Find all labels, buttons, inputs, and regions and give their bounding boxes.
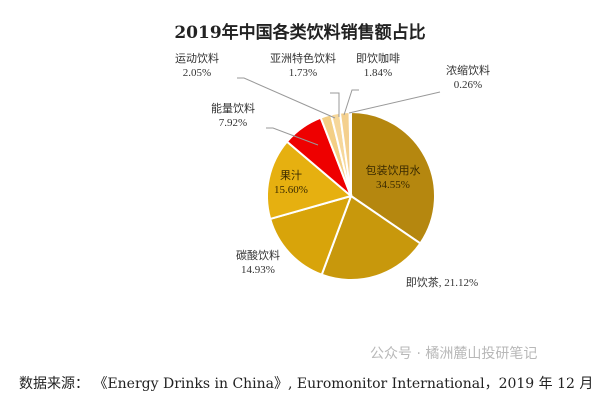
slice-label: 包装饮用水 <box>365 165 421 177</box>
pie-slice-2 <box>268 194 353 277</box>
slice-label: 运动饮料 <box>175 53 219 65</box>
data-label-0: 包装饮用水 34.55% <box>366 164 421 192</box>
slice-value: 21.12% <box>444 277 479 289</box>
slice-label: 即饮咖啡 <box>356 53 400 65</box>
source-note: 数据来源： 《Energy Drinks in China》, Euromoni… <box>19 376 594 392</box>
leader-line-5 <box>237 77 336 119</box>
slice-label: 即饮茶 <box>405 277 439 289</box>
slice-value: 2.05% <box>182 67 212 79</box>
watermark: 公众号 · 橘洲麓山投研笔记 <box>370 346 538 362</box>
pie-slice-1 <box>320 194 422 281</box>
data-label-8: 浓缩饮料 0.26% <box>446 64 490 92</box>
chart-title: 2019年中国各类饮料销售额占比 <box>174 23 426 43</box>
slice-value: 15.60% <box>274 184 308 196</box>
slice-value: 34.55% <box>376 179 410 191</box>
data-label-1: 即饮茶, 21.12% <box>406 276 478 290</box>
slice-label: 亚洲特色饮料 <box>270 53 336 65</box>
slice-value: 14.93% <box>241 264 275 276</box>
slice-label: 能量饮料 <box>211 103 255 115</box>
slice-value: 0.26% <box>453 79 483 91</box>
slice-label: 果汁 <box>279 170 302 182</box>
data-label-6: 亚洲特色饮料 1.73% <box>270 52 336 80</box>
label-separator: , <box>438 277 445 289</box>
slice-value: 7.92% <box>218 117 248 129</box>
slice-value: 1.73% <box>288 67 318 79</box>
leader-line-6 <box>330 92 340 117</box>
slice-label: 浓缩饮料 <box>446 65 490 77</box>
leader-line-4 <box>266 127 319 146</box>
pie-slice-3 <box>266 140 354 221</box>
slice-value: 1.84% <box>363 67 393 79</box>
slice-label: 碳酸饮料 <box>236 250 280 262</box>
data-label-2: 碳酸饮料 14.93% <box>236 249 280 277</box>
data-label-7: 即饮咖啡 1.84% <box>356 52 400 80</box>
data-label-5: 运动饮料 2.05% <box>175 52 219 80</box>
data-label-4: 能量饮料 7.92% <box>211 102 255 130</box>
leader-line-8 <box>348 91 441 114</box>
pie-slice-8 <box>348 110 352 197</box>
data-label-3: 果汁 15.60% <box>274 169 308 197</box>
leader-line-7 <box>343 89 359 116</box>
pie-slice-0 <box>350 110 436 245</box>
